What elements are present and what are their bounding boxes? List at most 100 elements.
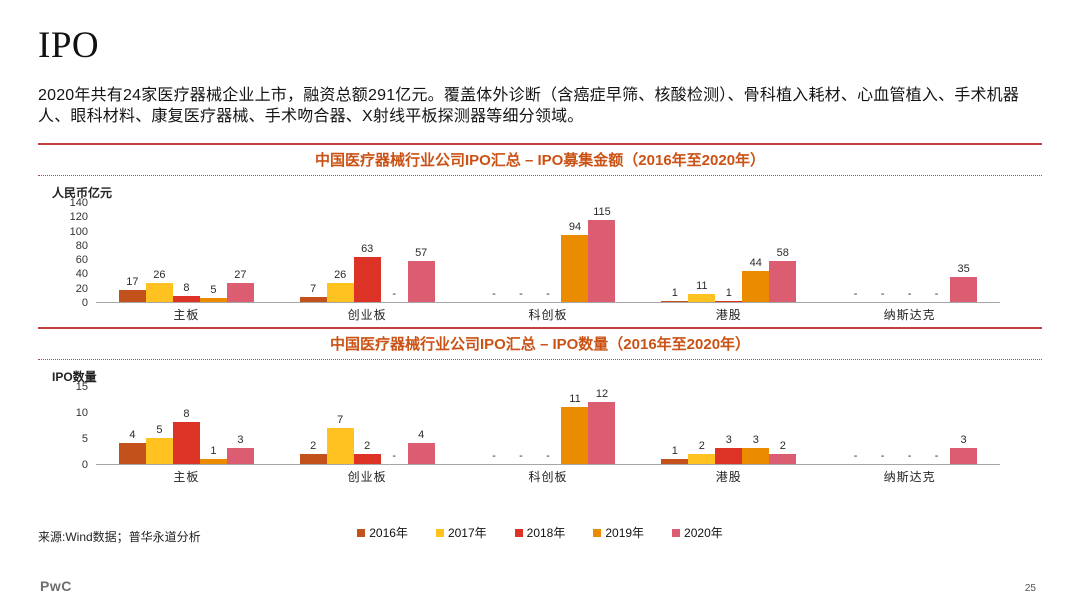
- y-tick-label: 0: [81, 297, 88, 309]
- y-axis-label: 人民币亿元: [52, 186, 113, 200]
- intro-text: 2020年共有24家医疗器械企业上市，融资总额291亿元。覆盖体外诊断（含癌症早…: [38, 87, 1020, 125]
- chart-title: 中国医疗器械行业公司IPO汇总 – IPO募集金额（2016年至2020年）: [314, 152, 766, 169]
- y-tick-label: 80: [75, 239, 88, 252]
- bar-value-label: 35: [957, 263, 970, 275]
- bar-slot: 63: [353, 203, 381, 302]
- bar-slot: 7: [299, 203, 327, 302]
- bar: [407, 261, 435, 302]
- legend-item: 2017年: [435, 524, 487, 541]
- bar-value-label: 58: [776, 247, 789, 259]
- bar-slot: -: [381, 203, 408, 302]
- bar-value-label: -: [907, 288, 912, 300]
- legend-label: 2016年: [369, 526, 408, 540]
- chart-title: 中国医疗器械行业公司IPO汇总 – IPO数量（2016年至2020年）: [329, 336, 751, 353]
- y-tick-label: 15: [75, 381, 88, 393]
- bar: [299, 297, 327, 302]
- bar-slot: 3: [715, 387, 743, 464]
- bar-slot: -: [842, 203, 869, 302]
- bar-value-label: 2: [310, 440, 317, 452]
- bar-slot: 8: [172, 203, 200, 302]
- legend: 2016年 2017年 2018年 2019年 2020年: [38, 524, 1042, 541]
- bar-value-label: 3: [237, 434, 244, 446]
- bar-value-label: 5: [210, 284, 217, 296]
- bar-slot: 1: [661, 203, 689, 302]
- bar-group: 7 26 63 - 57: [299, 203, 435, 302]
- bar: [353, 257, 381, 302]
- bar-slot: 94: [561, 203, 589, 302]
- y-tick-label: 100: [69, 225, 88, 238]
- legend-swatch: [514, 528, 523, 537]
- bar: [688, 454, 716, 464]
- legend-swatch: [435, 528, 444, 537]
- bar: [353, 454, 381, 464]
- chart-body: 0 20 40 60 80 100 120 140 17 26 8 5 27 7 26 63 - 57 - - - 94…: [38, 197, 1042, 323]
- chart-header: 中国医疗器械行业公司IPO汇总 – IPO数量（2016年至2020年）: [38, 327, 1042, 360]
- bar-slot: -: [923, 203, 950, 302]
- bar-value-label: 57: [415, 247, 428, 259]
- bar-value-label: 3: [725, 434, 732, 446]
- bar-slot: 1: [715, 203, 743, 302]
- bar: [145, 283, 173, 302]
- bar-value-label: 63: [361, 243, 374, 255]
- bar-value-label: 26: [153, 269, 166, 281]
- bar-slot: -: [507, 203, 534, 302]
- bar-value-label: 2: [698, 440, 705, 452]
- bar: [199, 459, 227, 464]
- bar-slot: 2: [353, 387, 381, 464]
- plot-wrap: 17 26 8 5 27 7 26 63-57- - -94 115 1 11 1 44 58- - - -35 主…: [96, 203, 1000, 323]
- bar: [118, 290, 146, 302]
- bar-slot: 3: [742, 387, 770, 464]
- bar-group: 1 11 1 44 58: [661, 203, 797, 302]
- y-tick-label: 140: [69, 197, 88, 209]
- y-tick-label: 60: [75, 254, 88, 267]
- bar-group: - - - 94 115: [480, 203, 616, 302]
- bar-slot: 5: [145, 387, 173, 464]
- y-tick-label: 40: [75, 268, 88, 281]
- bar-value-label: 2: [779, 440, 786, 452]
- pwc-logo: PwC: [40, 578, 72, 594]
- bar: [661, 301, 689, 302]
- source-note: 来源:Wind数据；普华永道分析: [38, 530, 201, 544]
- chart-ipo-fundraising: 中国医疗器械行业公司IPO汇总 – IPO募集金额（2016年至2020年） 人…: [38, 143, 1042, 323]
- category-label: 主板: [173, 470, 200, 484]
- category-label: 主板: [173, 308, 200, 322]
- bar-value-label: -: [934, 450, 939, 462]
- legend-swatch: [672, 528, 681, 537]
- chart-body: 0 5 10 15 4 5 8 1 3 2 7 2-4- - -11 12 1 2 3 3 2- - - -3 主板 创业板…: [38, 381, 1042, 485]
- bar-slot: 1: [661, 387, 689, 464]
- bar: [172, 422, 200, 464]
- bar-group: 4 5 8 1 3: [118, 387, 254, 464]
- legend-label: 2019年: [605, 526, 645, 540]
- category-label: 创业板: [347, 470, 387, 484]
- bar-slot: -: [381, 387, 408, 464]
- bar-value-label: 17: [126, 276, 139, 288]
- category-label: 港股: [715, 470, 742, 484]
- bar-slot: 35: [950, 203, 978, 302]
- bar-value-label: -: [492, 288, 496, 300]
- bar-slot: -: [923, 387, 950, 464]
- bar-value-label: -: [519, 450, 523, 462]
- bar-slot: -: [480, 387, 507, 464]
- bar-slot: 5: [199, 203, 227, 302]
- bar-slot: 58: [769, 203, 797, 302]
- bar-slot: -: [480, 203, 507, 302]
- bar: [661, 459, 689, 464]
- bar: [561, 407, 589, 464]
- plot-area: 4 5 8 1 3 2 7 2-4- - -11 12 1 2 3 3 2- - - -3: [96, 387, 1000, 465]
- bar: [561, 235, 589, 302]
- bar: [407, 443, 435, 464]
- bar-value-label: 1: [671, 445, 678, 457]
- legend-item: 2016年: [357, 524, 408, 541]
- legend-item: 2018年: [514, 524, 565, 541]
- bar-value-label: 1: [210, 445, 217, 457]
- bar-value-label: 3: [752, 434, 759, 446]
- bar: [588, 402, 616, 464]
- bar-slot: 3: [226, 387, 254, 464]
- bar-group: - - - - 3: [842, 387, 978, 464]
- category-label: 创业板: [347, 308, 387, 322]
- bar: [588, 220, 616, 302]
- bar: [950, 277, 978, 302]
- bar-group: - - - 11 12: [480, 387, 616, 464]
- bar-slot: 11: [561, 387, 589, 464]
- bar-slot: 7: [326, 387, 354, 464]
